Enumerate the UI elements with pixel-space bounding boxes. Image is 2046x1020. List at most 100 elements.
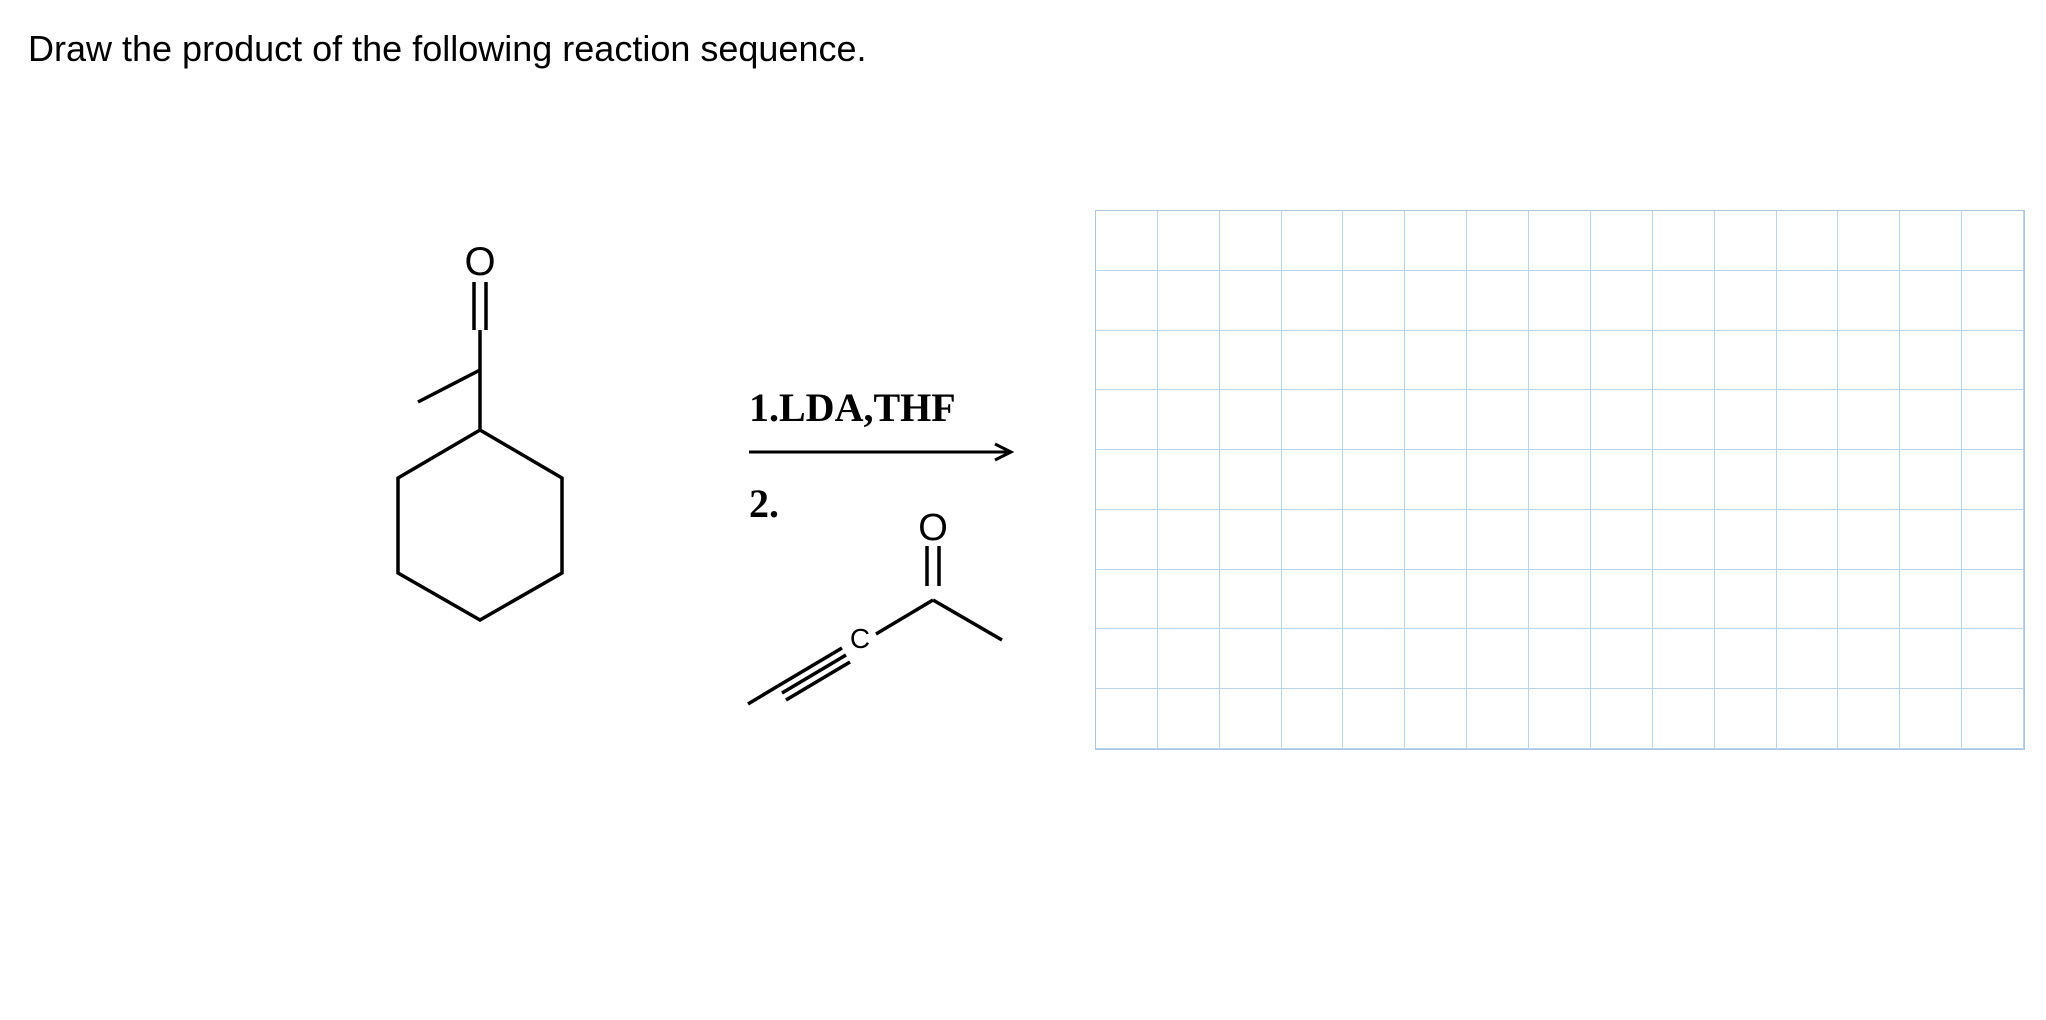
grid-cell (1777, 271, 1839, 331)
grid-cell (1529, 689, 1591, 749)
grid-cell (1715, 629, 1777, 689)
grid-cell (1591, 271, 1653, 331)
triple-bond (778, 648, 850, 700)
grid-cell (1343, 570, 1405, 630)
grid-cell (1405, 510, 1467, 570)
grid-cell (1653, 450, 1715, 510)
grid-cell (1467, 510, 1529, 570)
grid-cell (1900, 570, 1962, 630)
grid-cell (1715, 510, 1777, 570)
grid-cell (1653, 510, 1715, 570)
grid-cell (1158, 211, 1220, 271)
grid-cell (1405, 570, 1467, 630)
grid-cell (1220, 629, 1282, 689)
grid-cell (1343, 689, 1405, 749)
grid-cell (1158, 390, 1220, 450)
grid-cell (1096, 510, 1158, 570)
grid-cell (1777, 689, 1839, 749)
grid-cell (1096, 211, 1158, 271)
grid-cell (1467, 629, 1529, 689)
grid-cell (1467, 211, 1529, 271)
grid-cell (1529, 450, 1591, 510)
grid-cell (1653, 689, 1715, 749)
grid-cell (1158, 271, 1220, 331)
grid-cell (1405, 271, 1467, 331)
grid-cell (1653, 331, 1715, 391)
grid-cell (1591, 211, 1653, 271)
question-prompt: Draw the product of the following reacti… (28, 28, 867, 70)
grid-cell (1715, 689, 1777, 749)
reagent2-carbon-label: C (850, 623, 870, 654)
grid-cell (1962, 570, 2024, 630)
grid-cell (1343, 331, 1405, 391)
grid-cell (1158, 570, 1220, 630)
grid-cell (1900, 331, 1962, 391)
grid-cell (1467, 390, 1529, 450)
grid-cell (1591, 390, 1653, 450)
grid-cell (1220, 570, 1282, 630)
grid-cell (1715, 390, 1777, 450)
grid-cell (1900, 450, 1962, 510)
grid-cell (1096, 570, 1158, 630)
grid-cell (1653, 271, 1715, 331)
grid-cell (1715, 450, 1777, 510)
grid-cell (1467, 570, 1529, 630)
grid-cell (1282, 510, 1344, 570)
grid-cell (1529, 570, 1591, 630)
answer-drawing-grid[interactable] (1095, 210, 2025, 750)
grid-cell (1343, 450, 1405, 510)
grid-cell (1220, 689, 1282, 749)
grid-cell (1962, 450, 2024, 510)
grid-cell (1343, 271, 1405, 331)
grid-cell (1529, 510, 1591, 570)
reaction-arrow (749, 442, 1029, 466)
grid-cell (1096, 689, 1158, 749)
grid-cell (1343, 390, 1405, 450)
grid-cell (1838, 629, 1900, 689)
grid-cell (1282, 390, 1344, 450)
grid-cell (1529, 331, 1591, 391)
grid-cell (1962, 629, 2024, 689)
grid-cell (1529, 211, 1591, 271)
grid-cell (1900, 689, 1962, 749)
grid-cell (1962, 689, 2024, 749)
grid-cell (1282, 570, 1344, 630)
grid-cell (1900, 271, 1962, 331)
grid-cell (1777, 211, 1839, 271)
grid-cell (1838, 331, 1900, 391)
grid-cell (1838, 510, 1900, 570)
grid-cell (1715, 211, 1777, 271)
grid-cell (1838, 211, 1900, 271)
grid-cell (1591, 510, 1653, 570)
grid-cell (1405, 629, 1467, 689)
grid-cell (1838, 570, 1900, 630)
grid-cell (1962, 271, 2024, 331)
grid-cell (1529, 390, 1591, 450)
reagent2-oxygen-label: O (918, 507, 948, 549)
grid-cell (1220, 450, 1282, 510)
grid-cell (1405, 689, 1467, 749)
grid-cell (1715, 271, 1777, 331)
grid-cell (1220, 390, 1282, 450)
grid-cell (1962, 211, 2024, 271)
grid-cell (1591, 331, 1653, 391)
grid-cell (1405, 390, 1467, 450)
grid-cell (1158, 629, 1220, 689)
reagent2-structure: O C (720, 500, 1060, 750)
starting-material-structure: O (300, 230, 660, 650)
grid-cell (1405, 211, 1467, 271)
grid-cell (1282, 450, 1344, 510)
grid-cell (1653, 390, 1715, 450)
grid-cell (1220, 211, 1282, 271)
grid-cell (1777, 510, 1839, 570)
grid-cell (1777, 450, 1839, 510)
grid-cell (1405, 331, 1467, 391)
grid-cell (1467, 271, 1529, 331)
grid-cell (1282, 629, 1344, 689)
grid-cell (1962, 331, 2024, 391)
grid-cell (1096, 450, 1158, 510)
grid-cell (1158, 331, 1220, 391)
grid-cell (1220, 331, 1282, 391)
grid-cell (1096, 629, 1158, 689)
grid-cell (1900, 211, 1962, 271)
